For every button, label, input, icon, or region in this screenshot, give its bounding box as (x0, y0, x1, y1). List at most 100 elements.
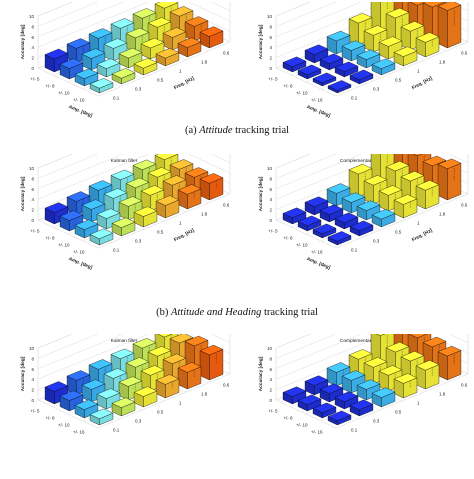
amp-axis-label: Amp. [deg] (68, 104, 94, 119)
amp-axis-label: Amp. [deg] (306, 104, 332, 119)
freq-tick-label: 1.8 (439, 392, 446, 397)
z-tick-label: 6 (269, 367, 272, 372)
bar-amp3-freq4 (415, 180, 440, 210)
freq-tick-label: 0.5 (157, 78, 164, 83)
amp-tick-label: +/- 5 (268, 77, 278, 82)
bar-amp3-freq4 (415, 360, 440, 390)
bar-amp3-freq5 (199, 344, 224, 381)
bar-amp2-freq0 (74, 68, 99, 87)
z-tick-label: 2 (31, 56, 34, 61)
bar-amp2-freq0 (312, 72, 337, 87)
freq-tick-label: 0.3 (135, 239, 142, 244)
z-gridline (275, 334, 469, 380)
bar-amp2-freq0 (312, 223, 337, 239)
bar-amp1-freq1 (81, 48, 106, 71)
z-gridline (275, 2, 337, 27)
bar-amp3-freq2 (371, 58, 396, 76)
bar-amp3-freq3 (155, 374, 180, 399)
bar-amp3-freq0 (89, 408, 114, 426)
z-tick-label: 8 (269, 24, 272, 29)
amp-tick-label: +/- 16 (311, 98, 323, 103)
amp-tick-label: +/- 16 (73, 250, 85, 255)
bar-amp3-freq2 (133, 386, 158, 408)
z-axis-label: Accuracy [deg] (20, 356, 26, 391)
z-tick-label: 10 (267, 166, 273, 171)
amp-tick-label: +/- 8 (283, 236, 293, 241)
bar-amp2-freq1 (96, 208, 121, 230)
bar-amp3-freq1 (111, 397, 136, 417)
caption-b-italic: Attitude and Heading (170, 307, 262, 318)
z-gridline (37, 2, 231, 48)
z-gridline (275, 334, 469, 370)
z-tick-label: 8 (31, 356, 34, 361)
caption-a-rest: tracking trial (235, 125, 290, 136)
z-gridline (37, 154, 231, 190)
chart-title: Complementary filter (340, 158, 385, 164)
freq-tick-label: 0.3 (373, 419, 380, 424)
bar-amp2-freq1 (96, 388, 121, 410)
bar-amp0-freq0 (282, 386, 307, 405)
amp-tick-label: +/- 16 (311, 430, 323, 435)
z-gridline (275, 154, 469, 190)
bar-amp3-freq3 (155, 48, 180, 67)
bar-amp3-freq3 (393, 46, 418, 67)
caption-b-rest: tracking trial (263, 307, 318, 318)
caption-a-italic: Attitude (199, 125, 233, 136)
amp-tick-label: +/- 8 (45, 84, 55, 89)
z-tick-label: 8 (269, 176, 272, 181)
amp-tick-label: +/- 5 (30, 409, 40, 414)
amp-tick-label: +/- 8 (45, 416, 55, 421)
bar-amp1-freq2 (341, 192, 366, 214)
freq-tick-label: 0.6 (461, 203, 468, 208)
chart-title: Kalman filter (111, 338, 138, 344)
freq-axis-label: Freq. [Hz] (173, 227, 196, 243)
amp-tick-label: +/- 5 (30, 77, 40, 82)
amp-tick-label: +/- 10 (296, 243, 308, 248)
bar-amp3-freq5 (199, 173, 224, 201)
floor-gridline (37, 399, 99, 429)
z-axis-label: Accuracy [deg] (258, 356, 264, 391)
bar-amp3-freq4 (177, 184, 202, 210)
z-axis-label: Accuracy [deg] (258, 24, 264, 59)
z-tick-label: 4 (269, 377, 272, 382)
bar-amp0-freq1 (66, 38, 91, 64)
bar-amp3-freq5 (437, 2, 462, 49)
z-gridline (37, 2, 231, 38)
z-tick-label: 2 (31, 208, 34, 213)
bar-amp1-freq0 (297, 215, 322, 232)
freq-tick-label: 1 (179, 221, 182, 226)
amp-tick-label: +/- 10 (58, 243, 70, 248)
bar-amp0-freq1 (304, 196, 329, 216)
z-gridline (37, 334, 99, 359)
bar-amp3-freq5 (437, 158, 462, 201)
z-tick-label: 10 (29, 346, 35, 351)
z-tick-label: 6 (31, 35, 34, 40)
z-tick-label: 0 (31, 66, 34, 71)
amp-tick-label: +/- 5 (30, 229, 40, 234)
bar-amp3-freq1 (349, 69, 374, 85)
z-gridline (37, 154, 231, 200)
z-tick-label: 6 (269, 187, 272, 192)
bar-amp3-freq3 (155, 195, 180, 219)
freq-tick-label: 1.8 (201, 392, 208, 397)
freq-tick-label: 0.1 (113, 428, 120, 433)
z-tick-label: 8 (269, 356, 272, 361)
bar-amp3-freq5 (199, 26, 224, 49)
z-tick-label: 6 (31, 367, 34, 372)
freq-tick-label: 0.5 (157, 410, 164, 415)
bar-amp3-freq0 (89, 78, 114, 94)
caption-b-label: (b) (156, 307, 169, 318)
freq-tick-label: 0.1 (351, 428, 358, 433)
amp-axis-label: Amp. [deg] (306, 256, 332, 271)
freq-tick-label: 0.3 (135, 87, 142, 92)
freq-tick-label: 0.1 (351, 248, 358, 253)
z-gridline (37, 334, 231, 380)
bar-amp3-freq0 (327, 80, 352, 94)
bar-amp3-freq4 (177, 37, 202, 58)
z-tick-label: 6 (269, 35, 272, 40)
z-gridline (275, 154, 337, 179)
bar-amp2-freq1 (334, 212, 359, 230)
